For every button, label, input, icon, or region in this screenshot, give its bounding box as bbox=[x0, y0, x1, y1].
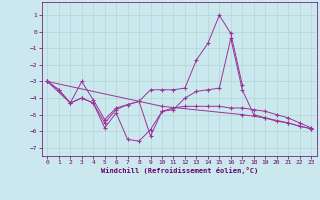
X-axis label: Windchill (Refroidissement éolien,°C): Windchill (Refroidissement éolien,°C) bbox=[100, 167, 258, 174]
